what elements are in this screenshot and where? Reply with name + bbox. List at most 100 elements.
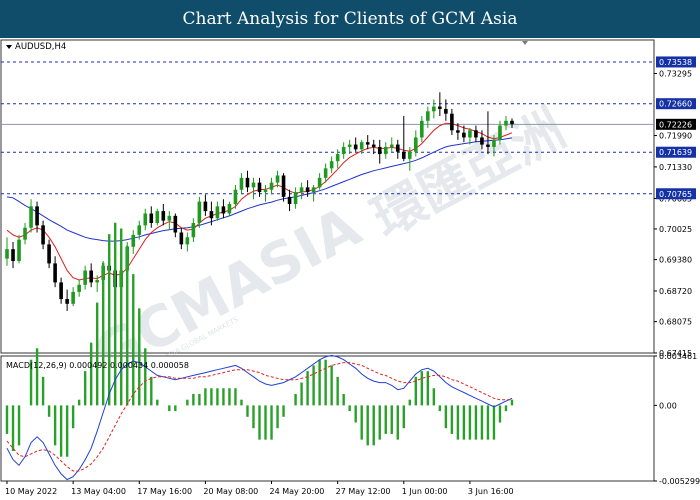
candle-up xyxy=(239,177,244,190)
candle-down xyxy=(305,187,310,193)
candle-up xyxy=(299,187,304,193)
candle-down xyxy=(365,142,370,145)
candle-down xyxy=(11,249,15,262)
candle-up xyxy=(185,237,190,245)
candle-down xyxy=(47,244,51,264)
candle-up xyxy=(227,203,232,214)
candle-down xyxy=(203,201,208,212)
price-panel: GCMASIA 環匯亞洲 GCM ASIA GLOBAL MARKETS AUD… xyxy=(0,39,655,388)
candle-up xyxy=(17,239,21,262)
candle-up xyxy=(420,120,424,138)
candle-down xyxy=(444,108,448,114)
candle-down xyxy=(59,282,63,300)
candle-down xyxy=(89,270,93,283)
price-tick-label: 0.71330 xyxy=(659,163,692,172)
macd-axis: 0.003461 0.00 -0.005299 xyxy=(654,352,700,486)
candle-down xyxy=(456,130,460,133)
candle-up xyxy=(251,182,256,188)
price-tick-label: 0.73295 xyxy=(659,70,692,79)
candle-up xyxy=(335,154,340,162)
candle-down xyxy=(281,175,286,197)
candle-up xyxy=(407,151,412,159)
candle-up xyxy=(167,215,172,221)
candle-down xyxy=(377,146,382,155)
candle-up xyxy=(426,111,430,121)
candle-up xyxy=(383,146,388,155)
candle-up xyxy=(311,187,316,193)
candle-up xyxy=(155,211,160,223)
candle-up xyxy=(191,222,196,238)
time-tick-label: 17 May 16:00 xyxy=(137,487,192,496)
candle-up xyxy=(275,175,280,183)
candle-up xyxy=(329,161,334,169)
candle-up xyxy=(131,234,136,247)
level-price-tag: 0.70765 xyxy=(659,190,692,199)
candle-down xyxy=(209,211,214,219)
time-tick-label: 1 Jun 00:00 xyxy=(402,487,448,496)
candle-down xyxy=(41,225,45,245)
candle-down xyxy=(480,137,484,145)
candle-up xyxy=(29,206,33,228)
level-price-tag-bg xyxy=(656,146,696,158)
macd-panel: MACD(12,26,9) 0.000492 0.000434 0.000058 xyxy=(0,222,655,482)
chart-canvas: GCMASIA 環匯亞洲 GCM ASIA GLOBAL MARKETS AUD… xyxy=(0,39,700,496)
time-tick-label: 13 May 04:00 xyxy=(71,487,126,496)
level-lines xyxy=(1,61,654,195)
candle-up xyxy=(143,213,148,226)
price-tick-label: 0.71990 xyxy=(659,132,692,141)
candle-up xyxy=(233,189,238,204)
macd-tick-label: 0.003461 xyxy=(659,352,697,361)
macd-signal-line xyxy=(6,362,512,472)
candle-up xyxy=(5,249,9,259)
macd-tick-label: -0.005299 xyxy=(659,477,700,486)
candle-up xyxy=(498,125,502,140)
candle-down xyxy=(486,144,490,147)
ma-slow-line xyxy=(6,137,513,242)
candle-up xyxy=(492,139,496,147)
candle-down xyxy=(35,206,39,226)
candle-up xyxy=(504,120,508,126)
candle-up xyxy=(359,142,364,150)
price-tick-label: 0.67415 xyxy=(659,349,692,358)
candle-up xyxy=(293,192,298,204)
candle-down xyxy=(450,113,454,131)
time-tick-label: 3 Jun 16:00 xyxy=(468,487,514,496)
candle-up xyxy=(71,291,75,304)
time-tick-label: 20 May 08:00 xyxy=(203,487,258,496)
price-axis: 0.732950.719900.713300.706650.700250.693… xyxy=(654,56,696,358)
price-tick-label: 0.68720 xyxy=(659,287,692,296)
price-tick-label: 0.68075 xyxy=(659,318,692,327)
current-price-tag: 0.72226 xyxy=(659,120,692,129)
macd-series xyxy=(5,222,514,481)
candle-down xyxy=(65,299,69,304)
candle-up xyxy=(23,227,27,240)
candle-up xyxy=(83,270,87,285)
candle-down xyxy=(161,211,166,221)
candle-down xyxy=(438,106,442,109)
price-tick-label: 0.70025 xyxy=(659,225,692,234)
candle-down xyxy=(149,213,154,223)
candle-up xyxy=(137,225,142,235)
time-axis: 10 May 2022 13 May 04:00 17 May 16:00 20 Ma… xyxy=(5,481,514,496)
price-tick-label: 0.69380 xyxy=(659,256,692,265)
candle-up xyxy=(414,137,418,152)
macd-panel-frame xyxy=(0,355,655,482)
candle-down xyxy=(221,206,226,214)
level-price-tag: 0.71639 xyxy=(659,148,692,157)
candle-down xyxy=(179,232,184,245)
candle-up xyxy=(347,144,352,147)
symbol-dropdown-icon[interactable] xyxy=(6,45,12,49)
candle-up xyxy=(95,280,99,283)
chart-title-banner: Chart Analysis for Clients of GCM Asia xyxy=(0,0,700,38)
time-tick-label: 10 May 2022 xyxy=(5,487,57,496)
symbol-label: AUDUSD,H4 xyxy=(15,42,66,52)
level-price-tag-bg xyxy=(656,98,696,110)
candle-up xyxy=(215,206,220,219)
candle-up xyxy=(341,146,346,155)
macd-label: MACD(12,26,9) 0.000492 0.000434 0.000058 xyxy=(6,361,189,370)
candle-up xyxy=(468,130,472,138)
candle-up xyxy=(323,168,328,178)
candle-down xyxy=(353,144,358,150)
candle-up xyxy=(269,182,274,190)
time-tick-label: 27 May 12:00 xyxy=(336,487,391,496)
